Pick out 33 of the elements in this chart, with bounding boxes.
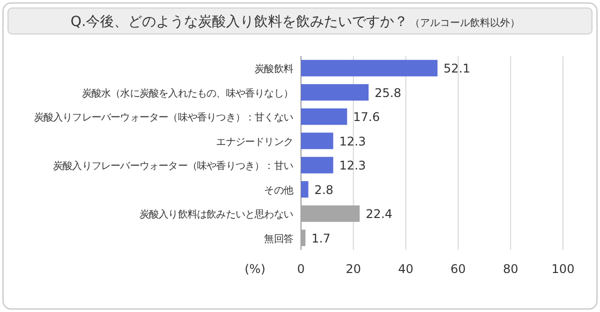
x-tick-label: 20 xyxy=(346,262,362,276)
bar xyxy=(301,132,334,150)
x-tick-label: 80 xyxy=(502,262,518,276)
bar xyxy=(301,60,438,76)
x-tick-label: 0 xyxy=(297,262,305,276)
bar xyxy=(301,84,369,101)
x-tick-label: 60 xyxy=(450,262,466,276)
y-tick-label: 炭酸飲料 xyxy=(254,63,294,76)
x-axis-title: (%) xyxy=(244,262,266,276)
chart-subtitle: （アルコール飲料以外） xyxy=(410,17,520,29)
y-tick-label: その他 xyxy=(264,184,294,196)
data-label: 1.7 xyxy=(311,231,331,246)
bar xyxy=(301,108,348,125)
bar xyxy=(301,181,308,198)
x-tick-label: 40 xyxy=(398,262,414,276)
y-tick-label: 炭酸入り飲料は飲みたいと思わない xyxy=(139,208,294,221)
data-label: 22.4 xyxy=(366,207,392,222)
data-label: 25.8 xyxy=(374,86,402,100)
y-tick-label: 炭酸入りフレーバーウォーター（味や香りつき）：甘くない xyxy=(34,112,294,124)
bar xyxy=(301,230,306,246)
x-tick-label: 100 xyxy=(552,262,574,276)
y-tick-label: 無回答 xyxy=(264,232,294,245)
data-label: 2.8 xyxy=(314,182,334,197)
y-tick-label: 炭酸入りフレーバーウォーター（味や香りつき）：甘い xyxy=(52,160,294,172)
data-label: 12.3 xyxy=(339,134,366,148)
data-label: 17.6 xyxy=(353,110,380,124)
y-tick-label: エナジードリンク xyxy=(216,136,293,148)
chart-title: Q.今後、どのような炭酸入り飲料を飲みたいですか？ xyxy=(70,14,408,30)
bar xyxy=(301,205,360,222)
data-label: 52.1 xyxy=(444,62,470,76)
y-tick-label: 炭酸水（水に炭酸を入れたもの、味や香りなし） xyxy=(82,87,293,100)
data-label: 12.3 xyxy=(339,158,366,173)
bar xyxy=(301,156,334,174)
